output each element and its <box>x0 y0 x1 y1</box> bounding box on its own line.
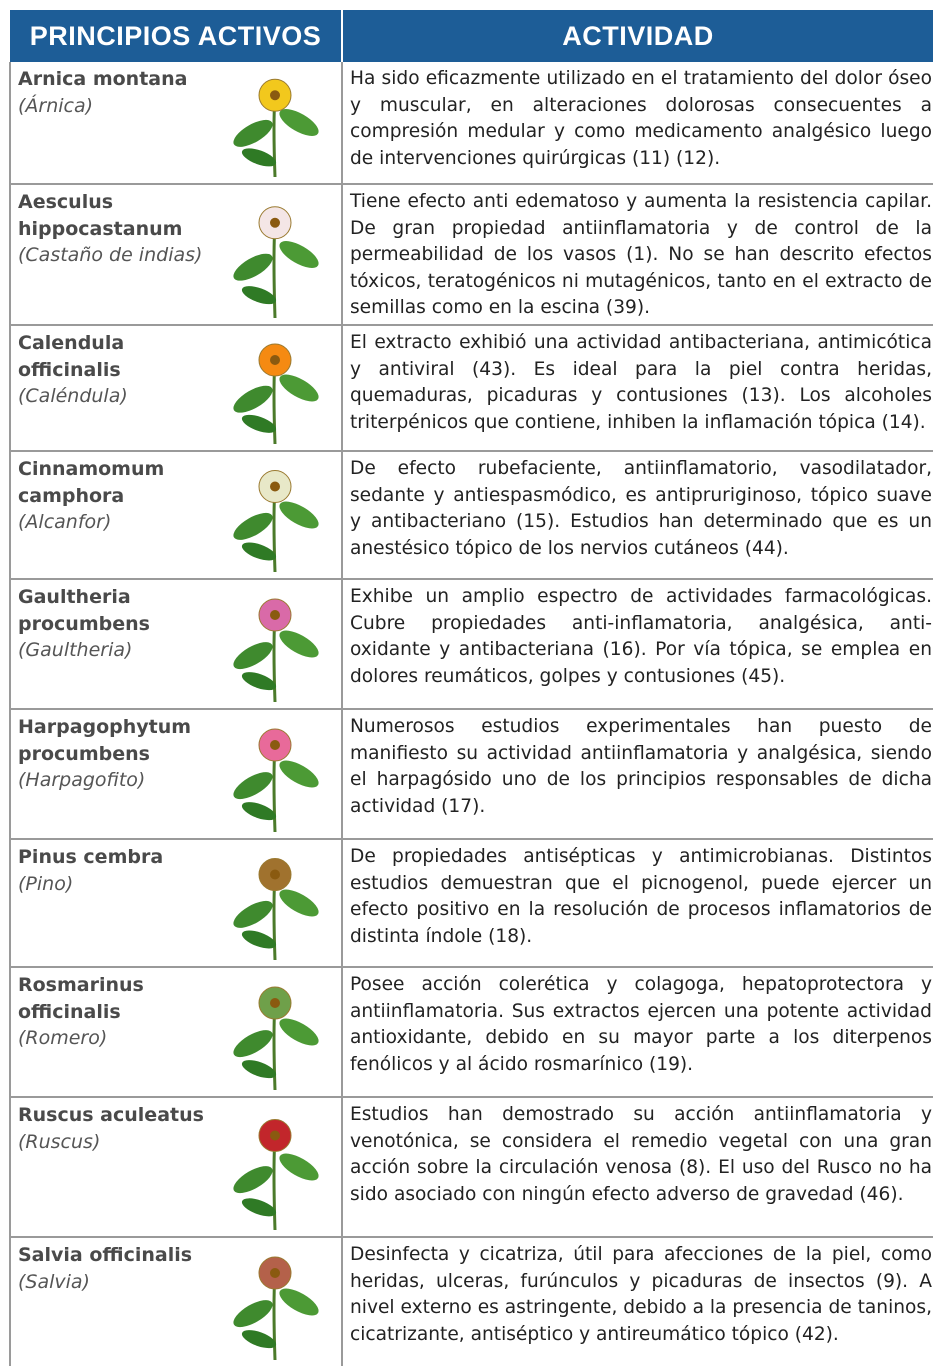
plant-name: Ruscus aculeatus (Ruscus) <box>18 1102 208 1155</box>
border <box>9 62 11 1366</box>
common-name: (Salvia) <box>18 1270 90 1293</box>
table-row: Cinnamomum camphora (Alcanfor) De efecto r… <box>10 452 933 580</box>
common-name: (Alcanfor) <box>18 511 112 533</box>
activity-text: Ha sido eficazmente utilizado en el trat… <box>350 68 932 169</box>
column-header: ACTIVIDAD <box>343 10 933 62</box>
plant-name: Aesculus hippocastanum (Castaño de indias… <box>18 189 208 269</box>
plant-name: Rosmarinus officinalis (Romero) <box>18 972 208 1052</box>
plant-illustration <box>233 1119 319 1230</box>
common-name: (Caléndula) <box>18 385 128 407</box>
plant-name: Gaultheria procumbens (Gaultheria) <box>18 584 208 664</box>
activity-text: El extracto exhibió una actividad antiba… <box>350 332 932 433</box>
table-row: Aesculus hippocastanum (Castaño de indias… <box>10 185 933 326</box>
plant-illustration <box>233 598 319 702</box>
column-header: PRINCIPIOS ACTIVOS <box>10 10 341 62</box>
common-name: (Pino) <box>18 872 74 895</box>
activity-text: De propiedades antisépticas y antimicrob… <box>350 846 932 947</box>
common-name: (Harpagofito) <box>18 769 146 791</box>
table-row: Pinus cembra (Pino) De propiedades antisép… <box>10 840 933 968</box>
activity-text: Tiene efecto anti edematoso y aumenta la… <box>350 191 932 318</box>
table-row: Gaultheria procumbens (Gaultheria) Exhibe … <box>10 580 933 710</box>
plant-name: Pinus cembra (Pino) <box>18 844 208 897</box>
plant-illustration <box>233 728 319 832</box>
common-name: (Ruscus) <box>18 1130 101 1153</box>
plant-name: Harpagophytum procumbens (Harpagofito) <box>18 714 208 794</box>
common-name: (Árnica) <box>18 94 94 117</box>
table-row: Salvia officinalis (Salvia) Desinfecta y c… <box>10 1238 933 1366</box>
plant-illustration <box>233 986 319 1090</box>
common-name: (Gaultheria) <box>18 639 133 661</box>
plant-illustration <box>233 1256 319 1360</box>
table-row: Harpagophytum procumbens (Harpagofito) Num… <box>10 710 933 840</box>
plant-name: Arnica montana (Árnica) <box>18 66 208 119</box>
plant-name: Salvia officinalis (Salvia) <box>18 1242 208 1295</box>
common-name: (Romero) <box>18 1027 108 1049</box>
plant-illustration <box>233 343 319 444</box>
common-name: (Castaño de indias) <box>18 244 203 266</box>
activity-text: Posee acción colerética y colagoga, hepa… <box>350 974 932 1075</box>
activity-text: Estudios han demostrado su acción antiin… <box>350 1104 932 1205</box>
activity-text: Numerosos estudios experimentales han pu… <box>350 716 932 817</box>
table-row: Ruscus aculeatus (Ruscus) Estudios han dem… <box>10 1098 933 1238</box>
table-row: Rosmarinus officinalis (Romero) Posee acci… <box>10 968 933 1098</box>
plant-illustration <box>233 206 319 318</box>
plant-illustration <box>233 858 319 960</box>
border <box>341 62 343 1366</box>
activity-text: Desinfecta y cicatriza, útil para afecci… <box>350 1244 932 1345</box>
plant-name: Cinnamomum camphora (Alcanfor) <box>18 456 208 536</box>
table-row: Calendula officinalis (Caléndula) El extra… <box>10 326 933 452</box>
plant-illustration <box>233 78 319 177</box>
activity-text: Exhibe un amplio espectro de actividades… <box>350 586 932 687</box>
activity-text: De efecto rubefaciente, antiinflamatorio… <box>350 458 932 559</box>
table-row: Arnica montana (Árnica) Ha sido eficazment… <box>10 62 933 185</box>
plant-illustration <box>233 470 319 572</box>
plant-name: Calendula officinalis (Caléndula) <box>18 330 208 410</box>
